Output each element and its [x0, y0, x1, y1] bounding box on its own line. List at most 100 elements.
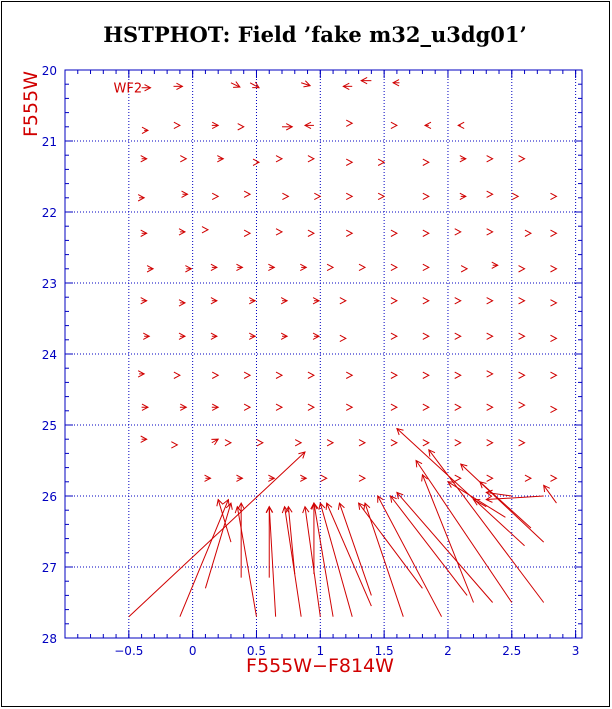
- arrow-head: [550, 474, 558, 482]
- arrow-shaft: [319, 502, 353, 617]
- displacement-arrow: [173, 371, 181, 379]
- displacement-arrow: [345, 119, 354, 127]
- arrow-head: [178, 299, 187, 307]
- arrow-head: [285, 505, 293, 514]
- arrow-head: [415, 459, 423, 468]
- displacement-arrow: [550, 405, 558, 414]
- arrow-head: [454, 228, 462, 236]
- arrow-head: [550, 192, 558, 201]
- displacement-arrow: [265, 505, 277, 617]
- displacement-arrow: [325, 502, 372, 607]
- displacement-arrow: [345, 403, 354, 411]
- displacement-arrow: [137, 370, 146, 378]
- arrow-head: [459, 192, 467, 201]
- arrow-head: [472, 499, 481, 506]
- arrow-head: [140, 229, 148, 237]
- displacement-arrow: [377, 495, 443, 617]
- arrow-shaft: [486, 495, 544, 501]
- displacement-arrow: [312, 297, 321, 305]
- arrow-head: [345, 371, 354, 379]
- arrow-head: [459, 155, 467, 163]
- displacement-arrow: [422, 297, 430, 305]
- displacement-arrow: [389, 495, 468, 596]
- arrow-head: [224, 439, 233, 447]
- displacement-arrow: [390, 403, 398, 411]
- displacement-arrow: [486, 332, 494, 340]
- displacement-arrow: [486, 297, 494, 305]
- displacement-arrow: [422, 192, 430, 201]
- displacement-arrow: [275, 228, 284, 236]
- y-axis-label: F555W: [20, 71, 42, 137]
- arrow-head: [137, 194, 146, 202]
- arrow-head: [201, 226, 210, 234]
- displacement-arrow: [216, 498, 232, 543]
- arrow-head: [550, 229, 558, 237]
- arrow-head: [422, 297, 430, 305]
- arrow-head: [265, 505, 274, 514]
- arrow-head: [217, 155, 225, 163]
- arrow-shaft: [236, 506, 257, 617]
- displacement-arrow: [237, 123, 245, 131]
- arrow-head: [275, 228, 284, 236]
- arrow-head: [392, 79, 400, 87]
- displacement-arrow: [518, 155, 526, 163]
- arrow-head: [180, 155, 188, 163]
- displacement-arrow: [211, 192, 220, 201]
- displacement-arrow: [518, 265, 526, 273]
- displacement-arrow: [210, 297, 218, 305]
- arrow-head: [303, 121, 312, 130]
- displacement-arrow: [204, 502, 233, 589]
- displacement-arrow: [140, 435, 148, 443]
- x-tick-label: 1.5: [375, 644, 394, 658]
- arrow-shaft: [217, 499, 232, 543]
- arrow-shaft: [390, 495, 468, 596]
- arrow-head: [518, 155, 526, 163]
- displacement-arrow: [275, 371, 284, 379]
- arrow-head: [171, 441, 179, 449]
- arrow-head: [211, 121, 220, 130]
- y-tick-label: 28: [42, 632, 57, 646]
- displacement-arrow: [211, 121, 220, 130]
- y-tick-label: 26: [42, 490, 57, 504]
- arrow-shaft: [479, 481, 532, 529]
- displacement-arrow: [179, 403, 188, 411]
- arrow-shaft: [204, 502, 232, 589]
- arrow-head: [422, 192, 430, 201]
- arrow-head: [243, 190, 252, 198]
- displacement-arrow: [326, 263, 335, 272]
- arrow-head: [312, 297, 321, 305]
- arrow-head: [320, 474, 328, 482]
- arrow-head: [518, 439, 526, 447]
- displacement-arrow: [454, 228, 462, 236]
- displacement-arrow: [300, 263, 308, 272]
- x-tick-label: 3: [572, 644, 580, 658]
- arrow-head: [518, 401, 526, 409]
- displacement-arrow: [178, 228, 187, 236]
- displacement-arrow: [307, 229, 315, 237]
- arrow-shaft: [230, 82, 241, 88]
- displacement-arrow: [460, 265, 469, 273]
- displacement-arrow: [390, 297, 398, 305]
- x-tick-label: 0: [189, 644, 197, 658]
- arrow-head: [377, 192, 386, 201]
- arrow-head: [390, 297, 398, 305]
- displacement-arrow: [281, 505, 302, 617]
- x-tick-label: 1: [316, 644, 324, 658]
- displacement-arrow: [422, 332, 430, 340]
- arrow-head: [137, 370, 146, 378]
- arrow-head: [486, 332, 494, 340]
- displacement-arrow: [237, 502, 245, 578]
- displacement-arrow: [280, 297, 289, 305]
- arrow-head: [486, 370, 494, 378]
- displacement-arrow: [550, 474, 558, 482]
- arrow-head: [358, 439, 367, 447]
- displacement-arrow: [204, 474, 212, 482]
- arrow-head: [268, 263, 276, 272]
- displacement-arrow: [249, 81, 260, 89]
- displacement-arrow: [178, 299, 187, 307]
- displacement-arrow: [140, 155, 148, 163]
- arrow-head: [173, 121, 181, 130]
- arrow-head: [248, 297, 257, 305]
- displacement-arrow: [486, 439, 494, 447]
- arrow-head: [140, 297, 148, 305]
